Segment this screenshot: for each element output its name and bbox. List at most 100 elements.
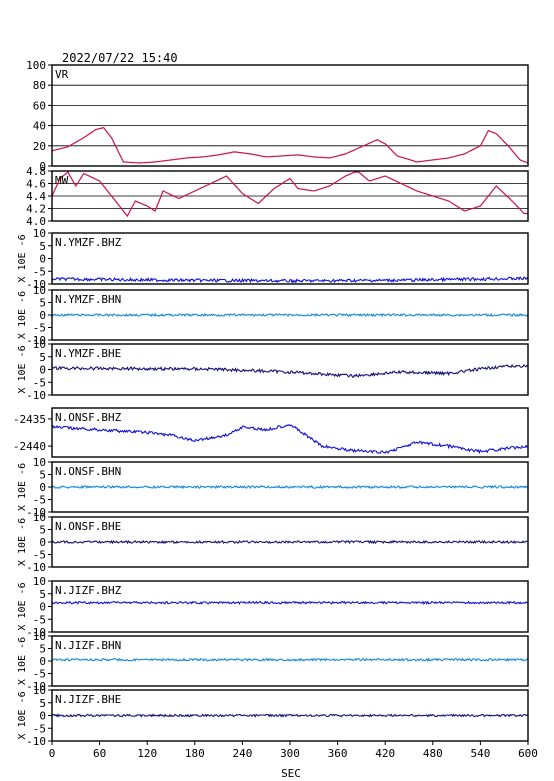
y-tick-label: 10 bbox=[33, 284, 46, 297]
series-trace bbox=[51, 600, 529, 605]
y-axis-label: X 10E -6 bbox=[17, 582, 28, 630]
series-trace bbox=[51, 657, 529, 663]
y-tick-label: 80 bbox=[33, 79, 46, 92]
y-tick-label: -5 bbox=[33, 668, 46, 681]
panel-frame bbox=[51, 343, 529, 396]
x-tick-label: 240 bbox=[232, 747, 252, 760]
y-tick-label: 5 bbox=[39, 240, 46, 253]
y-tick-label: 10 bbox=[33, 227, 46, 240]
y-axis-label: X 10E -6 bbox=[17, 518, 28, 566]
x-axis: 0 60 120 180 240 300 360 420 480 540 600 bbox=[49, 741, 538, 760]
x-tick-label: 540 bbox=[470, 747, 490, 760]
series-trace bbox=[51, 312, 529, 318]
y-axis-label: X 10E -6 bbox=[17, 463, 28, 511]
panel-frame bbox=[51, 580, 529, 633]
channel-name: N.JIZF.BHE bbox=[55, 693, 121, 706]
series-trace bbox=[51, 276, 529, 284]
y-tick-label: 10 bbox=[33, 575, 46, 588]
y-tick-label: 5 bbox=[39, 697, 46, 710]
y-tick-label: 10 bbox=[33, 338, 46, 351]
y-tick-label: 5 bbox=[39, 643, 46, 656]
y-tick-label: 10 bbox=[33, 684, 46, 697]
y-tick-label: 0 bbox=[39, 160, 46, 173]
channel-name: N.YMZF.BHN bbox=[55, 293, 121, 306]
x-tick-label: 480 bbox=[423, 747, 443, 760]
channel-name: N.JIZF.BHN bbox=[55, 639, 121, 652]
panels-group: 100806040200VR4.84.64.44.24.0MW1050-5-10… bbox=[13, 59, 529, 748]
y-axis-label: X 10E -6 bbox=[17, 637, 28, 685]
y-tick-label: 0 bbox=[39, 481, 46, 494]
y-tick-label: 5 bbox=[39, 524, 46, 537]
x-tick-label: 300 bbox=[280, 747, 300, 760]
y-tick-label: -5 bbox=[33, 265, 46, 278]
y-tick-label: -5 bbox=[33, 494, 46, 507]
panel-frame bbox=[51, 407, 529, 458]
y-tick-label: 10 bbox=[33, 511, 46, 524]
y-tick-label: 5 bbox=[39, 297, 46, 310]
panel-frame bbox=[51, 461, 529, 513]
y-tick-label: -2435 bbox=[13, 413, 46, 426]
y-tick-label: -10 bbox=[26, 278, 46, 291]
y-tick-label: -10 bbox=[26, 561, 46, 574]
y-tick-label: 4.4 bbox=[26, 190, 46, 203]
y-tick-label: 5 bbox=[39, 588, 46, 601]
y-tick-label: -10 bbox=[26, 626, 46, 639]
y-tick-label: 10 bbox=[33, 456, 46, 469]
y-tick-label: 10 bbox=[33, 630, 46, 643]
x-tick-label: 120 bbox=[137, 747, 157, 760]
y-tick-label: -5 bbox=[33, 322, 46, 335]
y-tick-label: 0 bbox=[39, 710, 46, 723]
y-tick-label: 0 bbox=[39, 601, 46, 614]
series-trace bbox=[51, 423, 529, 455]
y-tick-label: 4.0 bbox=[26, 215, 46, 228]
x-tick-label: 180 bbox=[185, 747, 205, 760]
channel-name: N.ONSF.BHN bbox=[55, 465, 121, 478]
y-tick-label: 4.8 bbox=[26, 165, 46, 178]
panel-frame bbox=[51, 516, 529, 568]
y-axis-label: X 10E -6 bbox=[17, 234, 28, 282]
panel-1: 4.84.64.44.24.0 MW bbox=[26, 165, 529, 228]
y-tick-label: 5 bbox=[39, 469, 46, 482]
y-tick-label: 0 bbox=[39, 536, 46, 549]
panel-frame bbox=[51, 289, 529, 341]
y-tick-label: -5 bbox=[33, 613, 46, 626]
channel-name: N.ONSF.BHE bbox=[55, 520, 121, 533]
x-tick-label: 360 bbox=[328, 747, 348, 760]
x-axis-label: SEC bbox=[281, 767, 301, 780]
panel-frame bbox=[51, 64, 529, 167]
panel-frame bbox=[51, 170, 529, 222]
y-tick-label: -5 bbox=[33, 549, 46, 562]
x-tick-label: 60 bbox=[93, 747, 106, 760]
y-tick-label: 5 bbox=[39, 351, 46, 364]
y-tick-label: -5 bbox=[33, 722, 46, 735]
series-trace bbox=[51, 539, 529, 545]
y-tick-label: -10 bbox=[26, 334, 46, 347]
x-tick-label: 420 bbox=[375, 747, 395, 760]
y-tick-label: 40 bbox=[33, 120, 46, 133]
y-tick-label: 0 bbox=[39, 309, 46, 322]
y-tick-label: 4.2 bbox=[26, 203, 46, 216]
x-tick-label: 600 bbox=[518, 747, 538, 760]
x-tick-label: 0 bbox=[49, 747, 56, 760]
y-tick-label: -2440 bbox=[13, 440, 46, 453]
panel-frame bbox=[51, 232, 529, 285]
channel-name: MW bbox=[55, 174, 69, 187]
y-tick-label: 4.6 bbox=[26, 178, 46, 191]
series-trace bbox=[51, 126, 529, 164]
y-tick-label: 0 bbox=[39, 253, 46, 266]
series-trace bbox=[51, 363, 529, 378]
series-trace bbox=[51, 171, 528, 218]
panel-frame bbox=[51, 635, 529, 687]
channel-name: N.JIZF.BHZ bbox=[55, 584, 122, 597]
channel-name: N.YMZF.BHZ bbox=[55, 236, 122, 249]
timestamp-label: 2022/07/22 15:40 bbox=[62, 51, 178, 65]
y-tick-label: -5 bbox=[33, 376, 46, 389]
y-axis-label: X 10E -6 bbox=[17, 345, 28, 393]
